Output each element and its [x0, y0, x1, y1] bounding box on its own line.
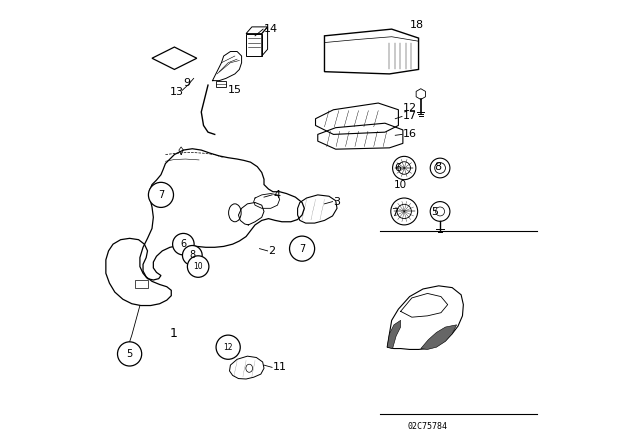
- Text: 14: 14: [264, 24, 278, 34]
- Circle shape: [173, 233, 194, 255]
- Circle shape: [289, 236, 315, 261]
- Text: 10: 10: [394, 181, 407, 190]
- Text: 6: 6: [180, 239, 186, 249]
- Text: 7: 7: [158, 190, 164, 200]
- Circle shape: [182, 246, 202, 265]
- Text: 7: 7: [299, 244, 305, 254]
- Text: 9: 9: [184, 78, 191, 88]
- Text: 8: 8: [189, 250, 195, 260]
- Circle shape: [118, 342, 141, 366]
- Text: 13: 13: [170, 87, 184, 97]
- Text: 12: 12: [403, 103, 417, 112]
- Text: 3: 3: [333, 197, 340, 207]
- Text: 11: 11: [273, 362, 287, 372]
- Text: 02C75784: 02C75784: [407, 422, 447, 431]
- Text: 5: 5: [431, 207, 438, 217]
- Text: 16: 16: [403, 129, 417, 139]
- Text: 2: 2: [269, 246, 276, 256]
- Circle shape: [188, 256, 209, 277]
- Text: 7: 7: [391, 208, 398, 218]
- Circle shape: [148, 182, 173, 207]
- Text: 17: 17: [403, 112, 417, 121]
- Polygon shape: [421, 325, 457, 349]
- Text: 10: 10: [193, 262, 203, 271]
- Polygon shape: [387, 320, 401, 349]
- Text: 4: 4: [273, 190, 280, 200]
- Text: 15: 15: [228, 85, 242, 95]
- Text: 18: 18: [410, 20, 424, 30]
- Circle shape: [216, 335, 240, 359]
- Text: 5: 5: [127, 349, 132, 359]
- Text: 1: 1: [170, 327, 178, 340]
- Text: 6: 6: [394, 163, 401, 173]
- Text: 8: 8: [435, 162, 442, 172]
- Text: 12: 12: [223, 343, 233, 352]
